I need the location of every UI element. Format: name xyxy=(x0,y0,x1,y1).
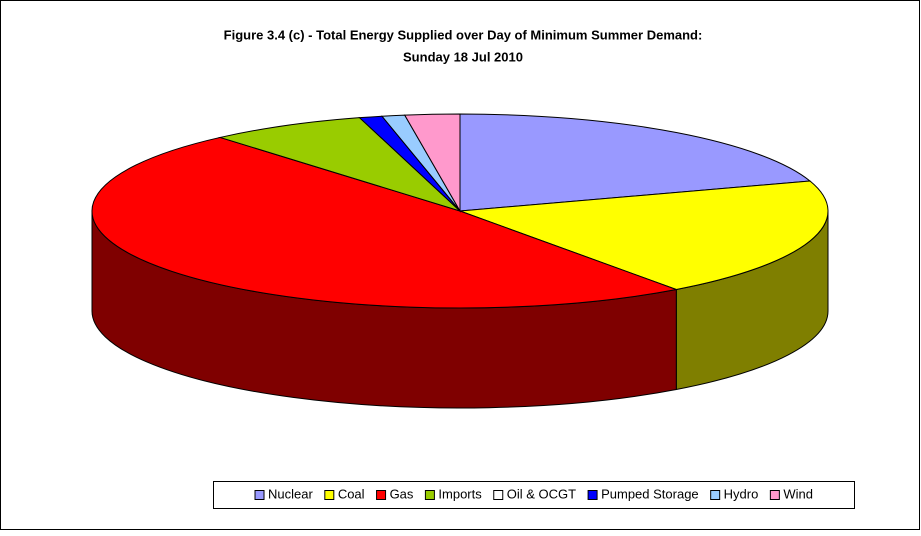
legend-swatch xyxy=(254,490,265,500)
legend-swatch xyxy=(769,490,780,500)
legend-swatch xyxy=(493,490,504,500)
legend-box xyxy=(213,481,855,509)
legend-swatch xyxy=(324,490,335,500)
legend-label: Hydro xyxy=(724,486,759,501)
legend-label: Wind xyxy=(783,486,813,501)
legend-label: Oil & OCGT xyxy=(507,486,576,501)
slice xyxy=(91,136,679,309)
slice xyxy=(218,117,461,212)
legend-label: Imports xyxy=(438,486,482,501)
slice xyxy=(459,113,812,212)
legend-label: Gas xyxy=(390,486,414,501)
slice xyxy=(459,180,829,290)
legend-label: Coal xyxy=(338,486,365,501)
slice xyxy=(403,113,461,213)
legend-swatch xyxy=(587,490,598,500)
legend-label: Nuclear xyxy=(268,486,313,501)
legend-label: Pumped Storage xyxy=(601,486,699,501)
legend-swatch xyxy=(424,490,435,500)
chart-title: Figure 3.4 (c) - Total Energy Supplied o… xyxy=(224,27,703,42)
chart-subtitle: Sunday 18 Jul 2010 xyxy=(403,49,523,64)
legend-swatch xyxy=(710,490,721,500)
legend-swatch xyxy=(376,490,387,500)
